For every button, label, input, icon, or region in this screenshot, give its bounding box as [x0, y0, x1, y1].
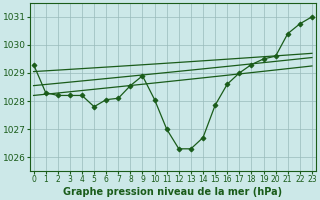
- X-axis label: Graphe pression niveau de la mer (hPa): Graphe pression niveau de la mer (hPa): [63, 187, 282, 197]
